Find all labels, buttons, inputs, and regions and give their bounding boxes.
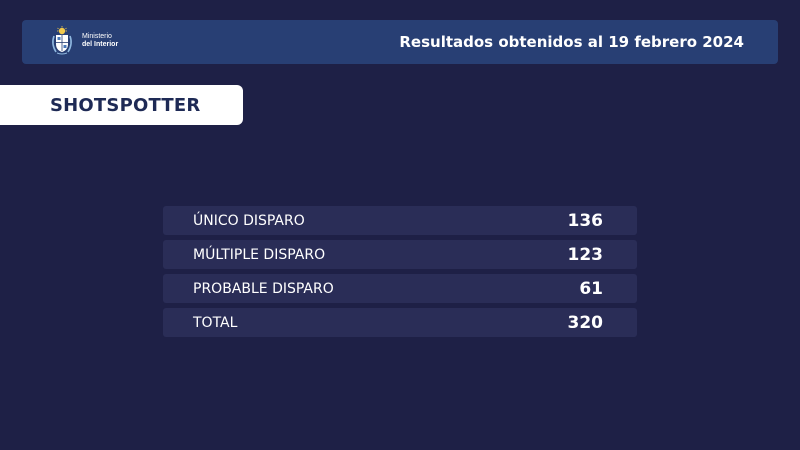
header-bar: Ministerio del Interior Resultados obten… (22, 20, 778, 64)
row-label: TOTAL (193, 315, 238, 331)
row-value: 320 (567, 313, 604, 333)
row-value: 123 (567, 245, 604, 265)
row-label: MÚLTIPLE DISPARO (193, 247, 326, 263)
section-title: SHOTSPOTTER (50, 95, 201, 116)
logo-line-2: del Interior (82, 41, 119, 48)
row-value: 136 (567, 211, 604, 231)
coat-of-arms-icon (52, 26, 72, 55)
page-title: Resultados obtenidos al 19 febrero 2024 (399, 33, 744, 51)
table-row-total: TOTAL 320 (163, 308, 637, 337)
row-label: ÚNICO DISPARO (193, 213, 305, 229)
table-row-unico: ÚNICO DISPARO 136 (163, 206, 637, 235)
results-table: ÚNICO DISPARO 136 MÚLTIPLE DISPARO 123 P… (163, 206, 637, 342)
ministerio-logo: Ministerio del Interior (49, 26, 118, 56)
logo-line-1: Ministerio (82, 33, 112, 40)
row-value: 61 (579, 279, 603, 299)
table-row-multiple: MÚLTIPLE DISPARO 123 (163, 240, 637, 269)
row-label: PROBABLE DISPARO (193, 281, 334, 297)
section-label: SHOTSPOTTER (0, 85, 243, 125)
table-row-probable: PROBABLE DISPARO 61 (163, 274, 637, 303)
